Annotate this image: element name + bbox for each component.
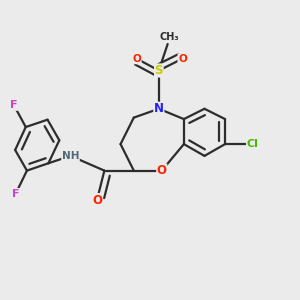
- Text: F: F: [12, 189, 20, 199]
- Text: O: O: [157, 164, 167, 177]
- Text: Cl: Cl: [247, 139, 258, 149]
- Text: N: N: [154, 102, 164, 115]
- Text: O: O: [132, 54, 141, 64]
- Text: S: S: [154, 64, 163, 77]
- Text: O: O: [178, 54, 187, 64]
- Text: F: F: [10, 100, 18, 110]
- Text: O: O: [92, 194, 102, 207]
- Text: NH: NH: [62, 151, 79, 161]
- Text: CH₃: CH₃: [159, 32, 179, 42]
